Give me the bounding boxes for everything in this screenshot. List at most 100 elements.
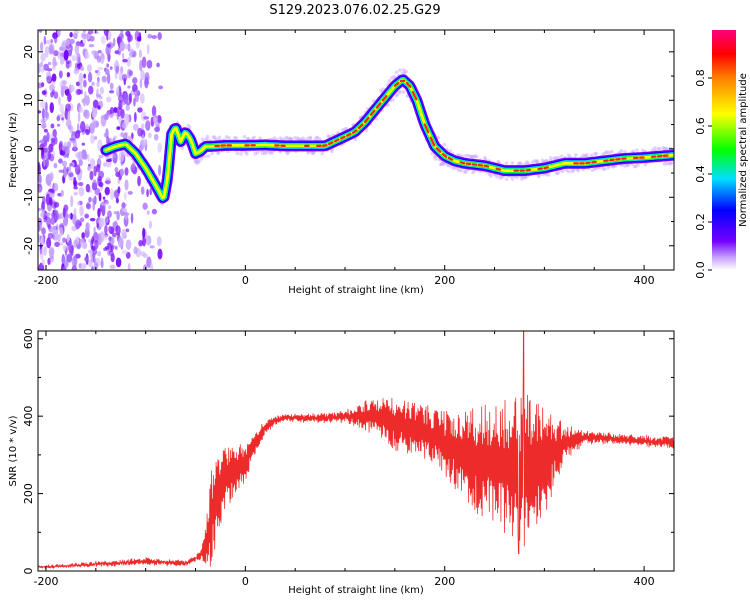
noise-blob <box>142 264 148 270</box>
noise-blob <box>62 207 66 218</box>
ridge-halo <box>394 70 399 74</box>
noise-blob <box>80 238 85 248</box>
ridge-halo <box>113 135 118 140</box>
noise-blob <box>67 93 72 103</box>
noise-blob <box>96 88 99 100</box>
ridge-core <box>543 166 549 170</box>
ridge-halo <box>398 90 402 94</box>
noise-blob <box>49 102 55 114</box>
noise-blob <box>112 112 118 116</box>
noise-blob <box>73 67 80 75</box>
noise-blob <box>80 217 85 223</box>
noise-blob <box>97 207 101 218</box>
noise-blob <box>58 96 61 106</box>
ridge-halo <box>602 167 607 172</box>
ridge-halo <box>203 154 207 159</box>
noise-blob <box>143 116 150 120</box>
noise-blob <box>140 70 145 81</box>
noise-blob <box>61 79 67 91</box>
noise-blob <box>97 105 101 110</box>
noise-blob <box>82 153 89 160</box>
noise-blob <box>40 118 45 124</box>
noise-blob <box>79 121 86 133</box>
noise-blob <box>80 262 87 270</box>
spectrogram-y-axis-title: Frequency (Hz) <box>8 112 19 188</box>
noise-blob <box>62 244 67 252</box>
noise-blob <box>132 77 138 84</box>
noise-blob <box>72 32 78 40</box>
noise-blob <box>109 264 116 270</box>
noise-blob <box>156 115 162 124</box>
noise-blob <box>40 235 44 247</box>
noise-blob <box>140 186 145 195</box>
noise-blob <box>130 48 134 56</box>
noise-blob <box>142 202 148 210</box>
noise-blob <box>123 43 130 50</box>
noise-blob <box>137 107 143 113</box>
x-tick-label: 200 <box>434 274 455 287</box>
noise-blob <box>92 111 96 119</box>
noise-blob <box>121 202 126 210</box>
ridge-core <box>447 156 454 161</box>
noise-blob <box>94 70 99 74</box>
noise-blob <box>66 71 71 78</box>
noise-blob <box>53 210 59 222</box>
noise-blob <box>148 132 152 139</box>
y-tick-label: 0 <box>22 568 35 575</box>
noise-blob <box>87 165 91 171</box>
noise-blob <box>40 100 46 109</box>
noise-blob <box>105 96 112 103</box>
noise-blob <box>121 229 127 239</box>
noise-blob <box>146 188 149 198</box>
noise-blob <box>95 163 101 173</box>
ridge-halo <box>535 159 540 163</box>
ridge-halo <box>576 168 581 173</box>
noise-blob <box>132 160 136 172</box>
ridge-core <box>495 167 502 171</box>
noise-blob <box>138 49 142 59</box>
noise-blob <box>41 258 45 266</box>
noise-blob <box>48 43 55 55</box>
noise-blob <box>44 146 49 159</box>
noise-blob <box>83 73 86 79</box>
noise-blob <box>101 79 107 83</box>
noise-blob <box>45 157 49 168</box>
noise-blob <box>43 63 50 71</box>
ridge-halo <box>510 161 515 165</box>
noise-blob <box>125 228 130 233</box>
noise-blob <box>130 212 134 224</box>
noise-blob <box>150 262 154 270</box>
noise-blob <box>98 154 104 159</box>
noise-blob <box>77 111 81 123</box>
noise-blob <box>78 159 83 167</box>
noise-blob <box>62 160 67 167</box>
colorbar-tick-label: 0.6 <box>694 117 707 135</box>
ridge-halo <box>526 161 530 166</box>
noise-blob <box>96 76 100 83</box>
noise-blob <box>78 72 84 85</box>
noise-blob <box>67 214 71 219</box>
ridge-halo <box>589 153 594 158</box>
noise-blob <box>128 92 132 104</box>
colorbar: 0.0 0.2 0.4 0.6 0.8 Normalized spectral ampl… <box>694 30 749 279</box>
ridge-core <box>322 144 328 147</box>
ridge-halo <box>123 135 127 140</box>
noise-blob <box>127 190 133 195</box>
noise-blob <box>116 36 121 45</box>
snr-data <box>38 331 674 569</box>
noise-blob <box>79 42 85 47</box>
noise-blob <box>51 225 57 236</box>
noise-blob <box>84 95 90 106</box>
noise-blob <box>79 205 84 217</box>
noise-blob <box>85 183 91 193</box>
noise-blob <box>144 72 150 84</box>
noise-blob <box>132 83 138 93</box>
noise-blob <box>157 32 162 41</box>
noise-blob <box>156 62 160 68</box>
noise-blob <box>151 208 158 215</box>
noise-blob <box>122 58 128 63</box>
noise-blob <box>137 127 143 137</box>
noise-blob <box>53 183 59 192</box>
noise-blob <box>52 128 57 138</box>
ridge-core <box>369 109 376 116</box>
